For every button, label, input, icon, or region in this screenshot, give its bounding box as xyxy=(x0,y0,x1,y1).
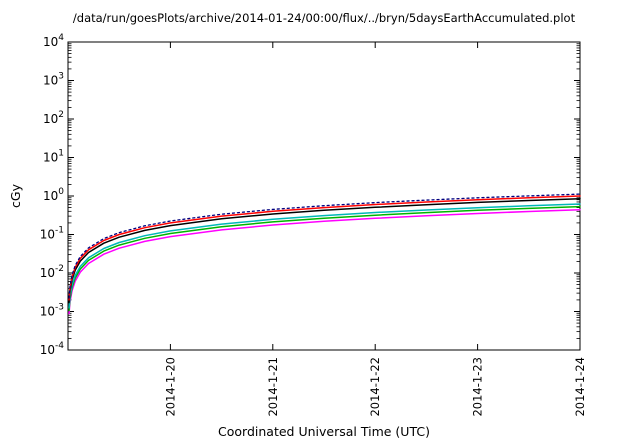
accumulated-dose-navy-dotted xyxy=(68,193,581,299)
accumulated-dose-green xyxy=(68,205,581,312)
y-tick-label: 10-4 xyxy=(40,341,65,357)
y-tick-label: 10-1 xyxy=(40,226,64,242)
x-tick-label: 2014-1-24 xyxy=(573,357,587,417)
x-axis-title: Coordinated Universal Time (UTC) xyxy=(218,424,430,439)
x-tick-label: 2014-1-20 xyxy=(163,357,177,417)
y-tick-label: 100 xyxy=(43,187,64,203)
axis-tick-labels: 2014-1-20 2014-1-21 2014-1-22 2014-1-23 2014… xyxy=(40,33,587,417)
y-tick-label: 10-3 xyxy=(40,303,64,319)
y-axis-title: cGy xyxy=(8,183,23,208)
chart-title: /data/run/goesPlots/archive/2014-01-24/0… xyxy=(73,11,576,25)
y-tick-label: 101 xyxy=(43,149,64,165)
x-tick-label: 2014-1-22 xyxy=(368,357,382,417)
y-tick-label: 104 xyxy=(43,33,64,49)
axis-ticks xyxy=(68,41,581,351)
accumulated-dose-cyan xyxy=(68,203,581,309)
plot-border xyxy=(67,41,581,351)
y-tick-label: 102 xyxy=(43,110,64,126)
y-tick-label: 10-2 xyxy=(40,264,64,280)
accumulated-dose-red xyxy=(68,195,581,301)
x-tick-label: 2014-1-21 xyxy=(266,357,280,417)
plot-frame xyxy=(67,41,581,351)
accumulated-dose-black xyxy=(68,197,581,304)
accumulated-dose-magenta xyxy=(68,208,581,315)
data-series xyxy=(68,193,581,315)
y-tick-label: 103 xyxy=(43,72,64,88)
x-tick-label: 2014-1-23 xyxy=(471,357,485,417)
